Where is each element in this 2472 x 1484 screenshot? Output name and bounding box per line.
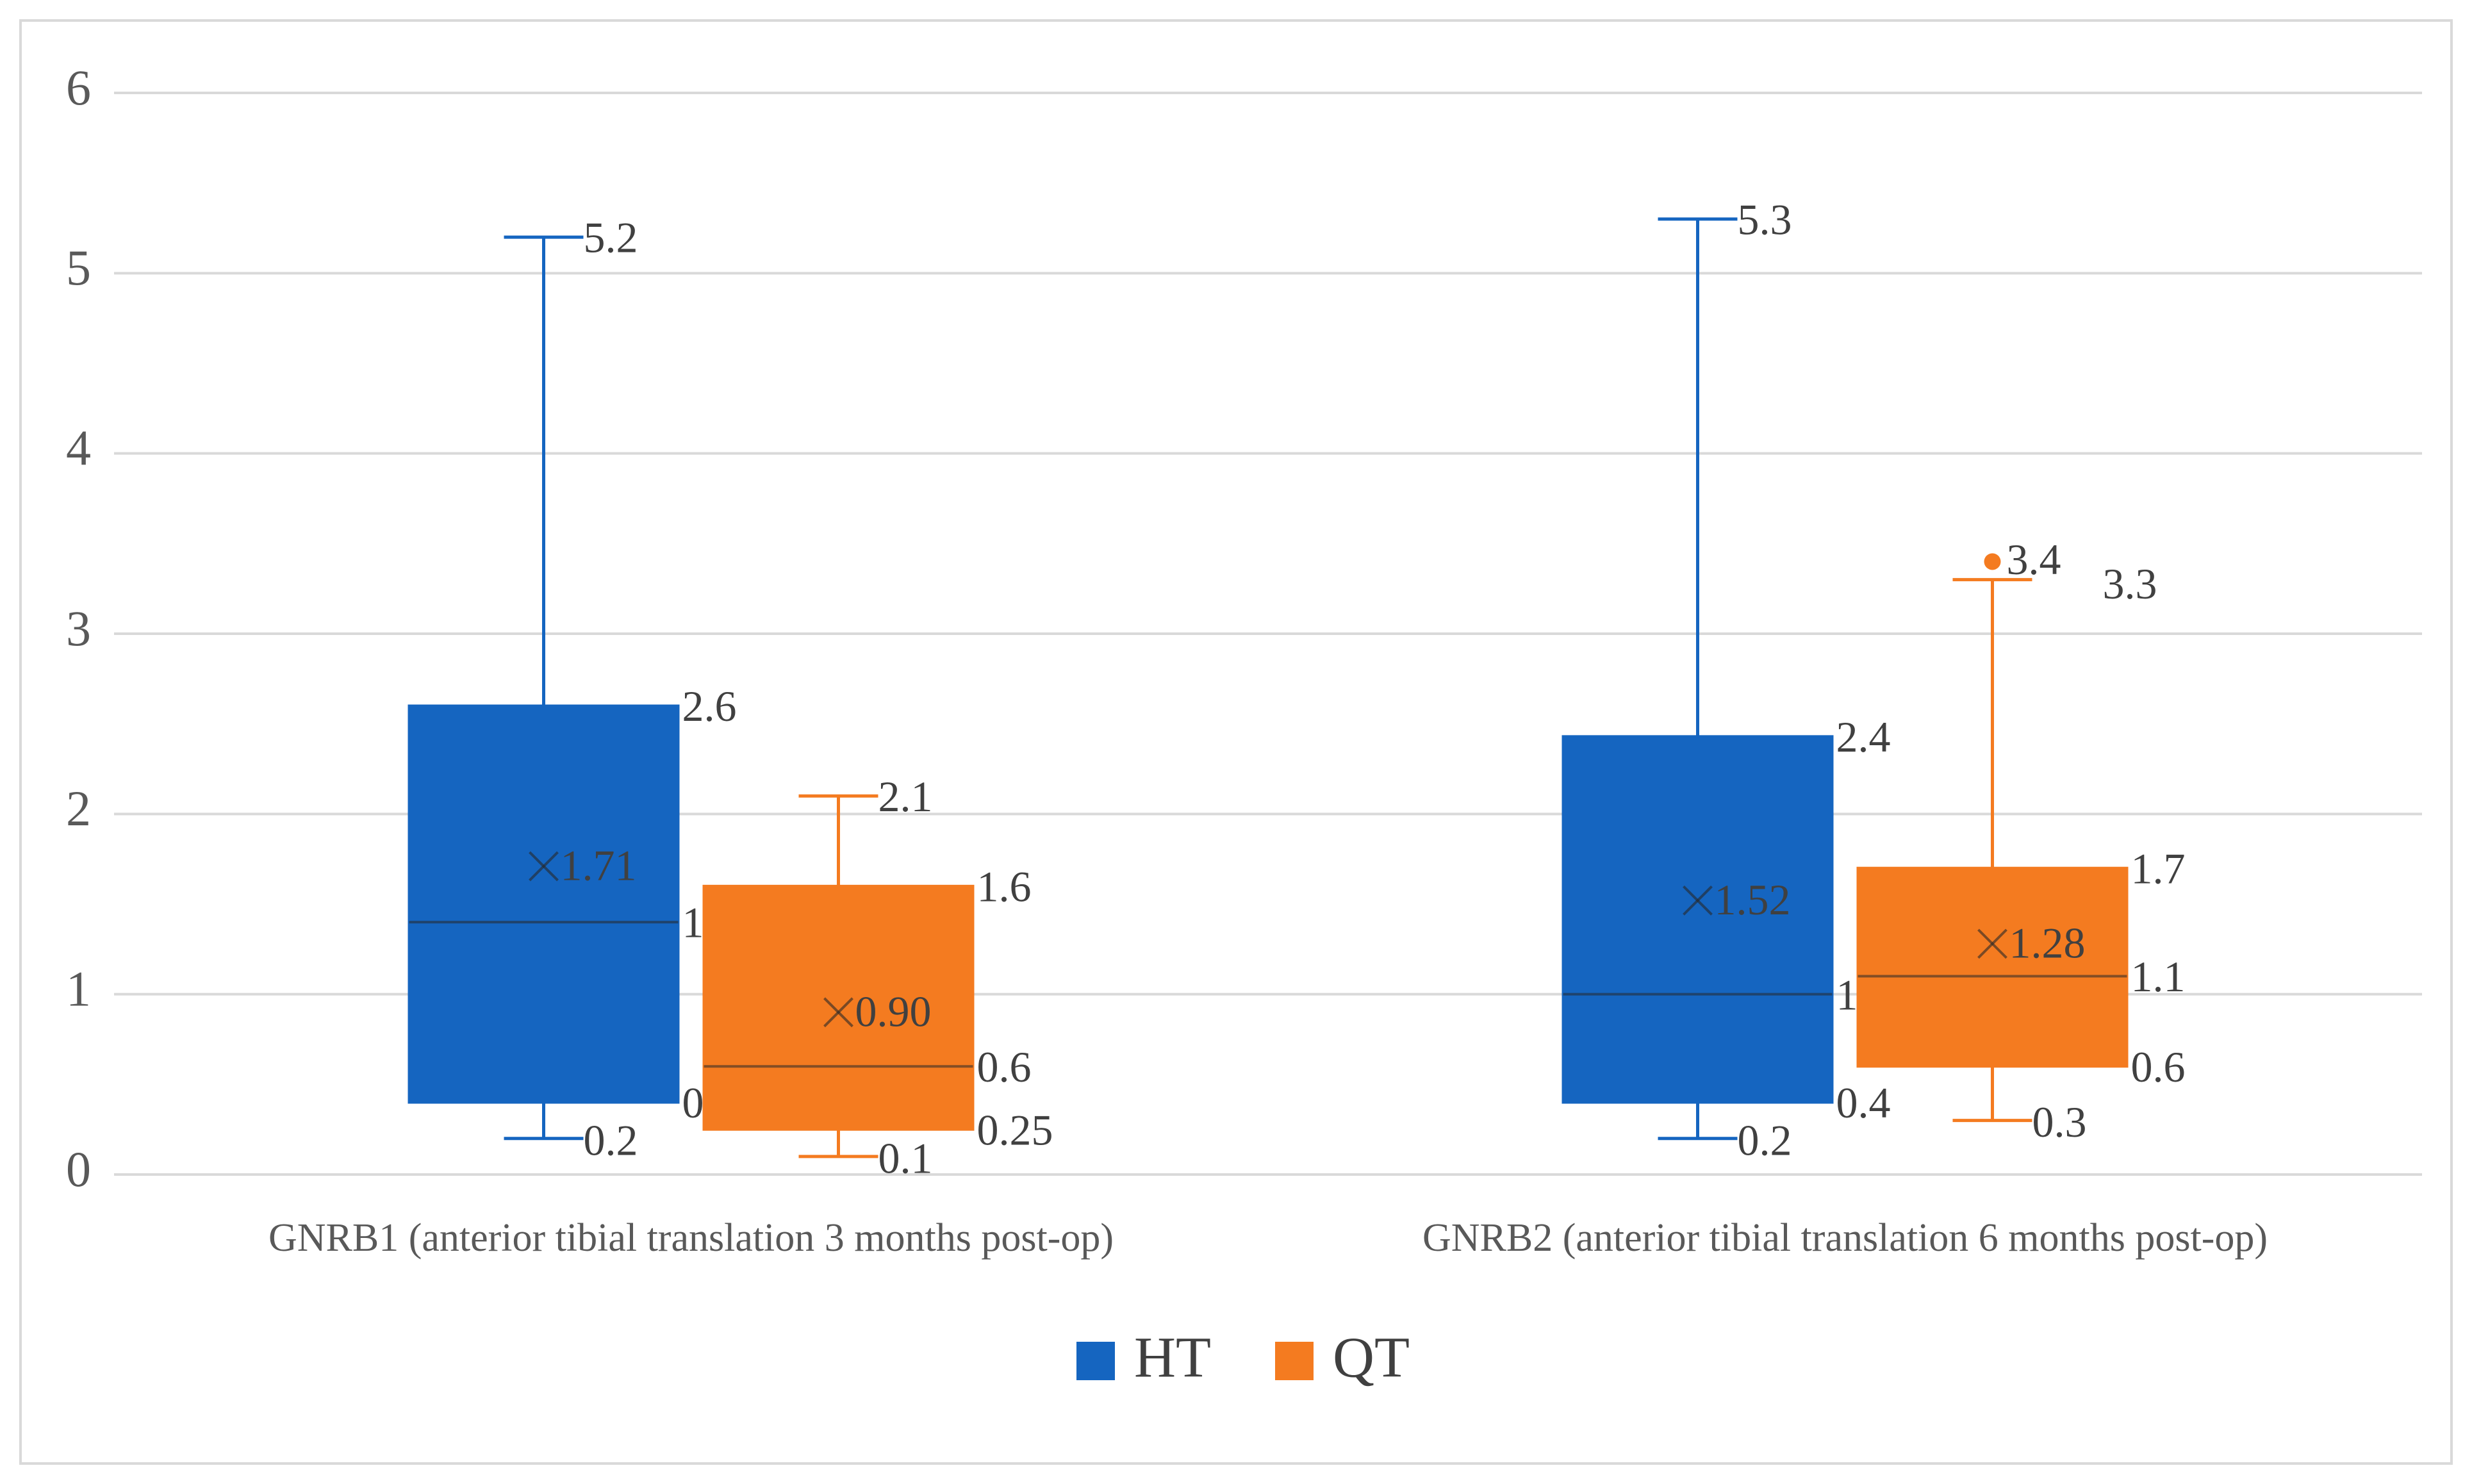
label-q3: 1.7 [2131, 844, 2186, 893]
label-q3: 2.6 [682, 682, 737, 730]
label-max: 2.1 [878, 772, 933, 821]
y-tick-label: 0 [66, 1141, 91, 1197]
y-tick-label: 4 [66, 420, 91, 476]
label-mean: 1.71 [561, 841, 637, 890]
label-min: 0.2 [584, 1116, 638, 1164]
mean-marker [823, 997, 853, 1028]
label-q3: 1.6 [977, 862, 1032, 911]
label-min: 0.3 [2032, 1098, 2087, 1146]
label-mean: 0.90 [855, 987, 932, 1035]
category-label: GNRB2 (anterior tibial translation 6 mon… [1422, 1216, 2268, 1260]
y-tick-label: 1 [66, 961, 91, 1017]
legend-swatch-ht [1076, 1342, 1115, 1380]
chart-border [19, 19, 2453, 1465]
y-tick-label: 3 [66, 600, 91, 656]
outlier-label: 3.4 [2007, 535, 2061, 584]
label-q1: 0.6 [2131, 1043, 2186, 1091]
label-min: 0.1 [878, 1134, 933, 1182]
label-min: 0.2 [1738, 1116, 1792, 1164]
legend-label-ht: HT [1134, 1326, 1211, 1390]
label-mean: 1.28 [2009, 919, 2086, 968]
mean-marker [1977, 928, 2007, 959]
label-max: 5.2 [584, 213, 638, 262]
box-ht [1561, 735, 1834, 1104]
mean-marker [1683, 885, 1713, 916]
outlier-point [1984, 553, 2001, 570]
y-tick-label: 2 [66, 780, 91, 836]
label-median: 1.1 [2131, 952, 2186, 1001]
label-max: 5.3 [1738, 195, 1792, 244]
y-tick-label: 6 [66, 60, 91, 115]
label-max: 3.3 [2103, 559, 2157, 608]
legend-swatch-qt [1275, 1342, 1314, 1380]
y-tick-label: 5 [66, 240, 91, 295]
label-q1: 0.25 [977, 1105, 1053, 1154]
label-mean: 1.52 [1715, 875, 1791, 924]
legend-label-qt: QT [1333, 1326, 1410, 1390]
box-qt [1856, 866, 2129, 1068]
label-q3: 2.4 [1836, 713, 1891, 761]
label-q1: 0.4 [1836, 1078, 1891, 1127]
box-ht [408, 704, 680, 1104]
label-median: 0.6 [977, 1043, 1032, 1091]
box-qt [702, 884, 975, 1131]
category-label: GNRB1 (anterior tibial translation 3 mon… [268, 1216, 1114, 1260]
mean-marker [529, 851, 559, 882]
